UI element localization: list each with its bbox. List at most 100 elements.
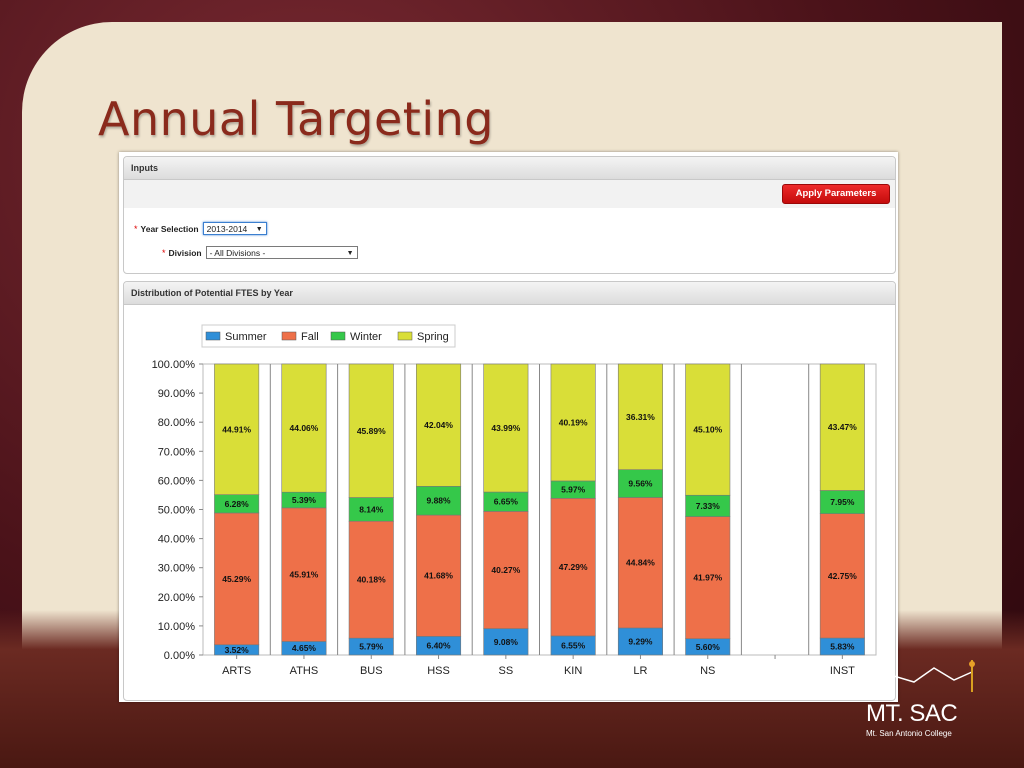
bar-segment-fall — [483, 511, 529, 629]
division-row: * Division - All Divisions - ▼ — [162, 246, 358, 259]
bar-segment-spring — [550, 363, 596, 482]
bar-segment-fall — [819, 513, 865, 639]
data-label: 45.89% — [357, 426, 386, 436]
data-label: 9.29% — [628, 636, 653, 646]
y-tick-label: 30.00% — [158, 563, 196, 575]
y-tick-label: 50.00% — [158, 505, 196, 517]
x-tick-label: INST — [830, 665, 855, 677]
report-window: Inputs Apply Parameters * Year Selection… — [119, 152, 898, 702]
data-label: 7.33% — [696, 501, 721, 511]
chart-panel-header: Distribution of Potential FTES by Year — [124, 282, 895, 305]
year-selection-label: Year Selection — [140, 223, 199, 234]
bar-segment-fall — [281, 507, 327, 642]
data-label: 6.40% — [426, 641, 451, 651]
mtsac-logo: MT. SAC Mt. San Antonio College — [864, 660, 975, 738]
data-label: 6.65% — [494, 497, 519, 507]
data-label: 5.60% — [696, 642, 721, 652]
bar-segment-summer — [617, 627, 663, 656]
legend-swatch — [330, 331, 346, 341]
data-label: 41.68% — [424, 571, 453, 581]
legend-swatch — [397, 331, 413, 341]
data-label: 6.28% — [225, 499, 250, 509]
y-tick-label: 0.00% — [164, 650, 195, 662]
division-label: Division — [168, 247, 202, 258]
legend-swatch — [281, 331, 297, 341]
y-tick-label: 80.00% — [158, 417, 196, 429]
legend-label: Fall — [301, 331, 319, 343]
data-label: 9.88% — [426, 496, 451, 506]
data-label: 7.95% — [830, 497, 855, 507]
legend-label: Winter — [350, 331, 382, 343]
x-tick-label: BUS — [360, 665, 383, 677]
x-tick-label: NS — [700, 665, 715, 677]
inputs-toolbar: Apply Parameters — [124, 180, 895, 208]
chevron-down-icon: ▼ — [255, 226, 263, 233]
bar-segment-fall — [348, 520, 394, 639]
slide-title: Annual Targeting — [98, 92, 494, 146]
year-selection-row: * Year Selection 2013-2014 ▼ — [134, 222, 267, 235]
data-label: 3.52% — [225, 645, 250, 655]
year-selection-value: 2013-2014 — [206, 224, 248, 234]
year-selection-dropdown[interactable]: 2013-2014 ▼ — [202, 222, 267, 235]
x-tick-label: KIN — [564, 665, 582, 677]
data-label: 36.31% — [626, 412, 655, 422]
legend-swatch — [205, 331, 221, 341]
required-marker: * — [162, 247, 166, 258]
y-tick-label: 100.00% — [152, 359, 196, 371]
stacked-bar-chart: Summer Fall Winter Spring 0.00% 10.00% 20.00% 3… — [152, 324, 877, 677]
x-tick-label: SS — [499, 665, 514, 677]
x-tick-label: ATHS — [290, 665, 319, 677]
required-marker: * — [134, 223, 138, 234]
bar-segment-winter — [617, 469, 663, 498]
bar-segment-winter — [416, 486, 462, 516]
data-label: 42.75% — [828, 571, 857, 581]
data-label: 43.47% — [828, 422, 857, 432]
bar-segment-summer — [483, 628, 529, 656]
y-tick-label: 60.00% — [158, 475, 196, 487]
y-tick-label: 20.00% — [158, 592, 196, 604]
data-label: 5.97% — [561, 485, 586, 495]
bar-segment-spring — [819, 363, 865, 491]
chevron-down-icon: ▼ — [346, 250, 354, 257]
data-label: 5.83% — [830, 642, 855, 652]
data-label: 4.65% — [292, 643, 317, 653]
logo-text: MT. SAC — [866, 700, 958, 727]
x-tick-label: LR — [633, 665, 647, 677]
bar-segment-spring — [685, 363, 731, 496]
bar-segment-fall — [617, 497, 663, 629]
data-label: 44.06% — [290, 423, 319, 433]
y-tick-label: 40.00% — [158, 534, 196, 546]
x-tick-label: ARTS — [222, 665, 251, 677]
bar-segment-spring — [348, 363, 394, 498]
data-label: 5.39% — [292, 495, 317, 505]
y-tick-label: 70.00% — [158, 446, 196, 458]
data-label: 45.10% — [693, 425, 722, 435]
data-label: 43.99% — [491, 423, 520, 433]
bar-segment-fall — [685, 516, 731, 640]
data-label: 42.04% — [424, 420, 453, 430]
data-label: 5.79% — [359, 642, 384, 652]
data-label: 44.91% — [222, 424, 251, 434]
bar-segment-spring — [416, 363, 462, 487]
data-label: 45.29% — [222, 574, 251, 584]
bar-segment-spring — [214, 363, 260, 495]
chart-panel: Distribution of Potential FTES by Year S… — [123, 281, 896, 701]
data-label: 6.55% — [561, 640, 586, 650]
y-tick-label: 90.00% — [158, 388, 196, 400]
bar-segment-fall — [214, 512, 260, 646]
data-label: 44.84% — [626, 558, 655, 568]
bar-segment-spring — [483, 363, 529, 493]
legend-label: Spring — [417, 331, 449, 343]
data-label: 9.08% — [494, 637, 519, 647]
bar-segment-spring — [617, 363, 663, 470]
division-dropdown[interactable]: - All Divisions - ▼ — [205, 246, 358, 259]
logo-mountain-graphic — [864, 660, 975, 692]
inputs-panel: Inputs Apply Parameters * Year Selection… — [123, 156, 896, 274]
data-label: 8.14% — [359, 504, 384, 514]
apply-parameters-button[interactable]: Apply Parameters — [782, 184, 890, 204]
logo-subtext: Mt. San Antonio College — [866, 729, 952, 738]
data-label: 47.29% — [559, 562, 588, 572]
legend-label: Summer — [225, 331, 267, 343]
data-label: 9.56% — [628, 479, 653, 489]
legend-box — [201, 324, 456, 348]
